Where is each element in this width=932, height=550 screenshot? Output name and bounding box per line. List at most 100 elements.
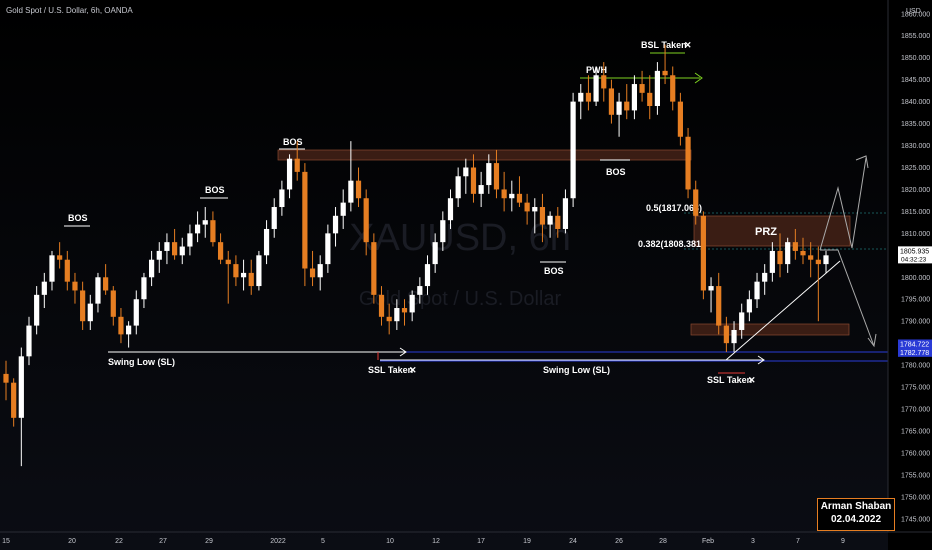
- y-tick-label: 1745.000: [901, 516, 930, 523]
- candle-body: [233, 264, 239, 278]
- candle-body: [11, 382, 17, 418]
- y-tick-label: 1800.000: [901, 275, 930, 282]
- candle-body: [286, 158, 293, 190]
- candle-body: [187, 233, 193, 247]
- y-tick-label: 1790.000: [901, 319, 930, 326]
- candle-body: [555, 215, 561, 229]
- candle-body: [624, 101, 630, 111]
- candle-body: [64, 259, 70, 282]
- candle-body: [309, 268, 316, 278]
- candle-body: [585, 92, 592, 102]
- candle-body: [271, 207, 277, 229]
- candle-body: [248, 272, 254, 287]
- candle-body: [601, 75, 607, 89]
- candle-body: [670, 75, 676, 102]
- candle-body: [57, 255, 63, 260]
- fib-05-label: 0.5(1817.063): [646, 203, 702, 213]
- candle-body: [440, 220, 446, 243]
- candle-body: [463, 167, 469, 177]
- candle-body: [792, 242, 798, 251]
- candle-body: [332, 215, 339, 234]
- projection-up-head: [855, 155, 869, 169]
- price-label: 1805.935: [900, 248, 929, 255]
- y-tick-label: 1820.000: [901, 187, 930, 194]
- candle-body: [708, 286, 714, 291]
- x-tick-label: 29: [205, 538, 213, 545]
- candle-body: [363, 198, 369, 243]
- candle-body: [103, 277, 109, 291]
- candle-body: [470, 167, 477, 194]
- x-tick-label: 15: [2, 538, 10, 545]
- candle-body: [133, 299, 139, 326]
- y-tick-label: 1830.000: [901, 143, 930, 150]
- candle-body: [777, 250, 783, 265]
- x-tick-label: 3: [751, 538, 755, 545]
- candle-body: [256, 255, 262, 287]
- candle-body: [386, 316, 392, 322]
- candle-body: [785, 242, 791, 265]
- x-tick-label: 10: [386, 538, 394, 545]
- candle-body: [823, 255, 829, 265]
- candle-body: [263, 228, 270, 256]
- y-tick-label: 1860.000: [901, 11, 930, 18]
- candle-body: [202, 220, 208, 225]
- candle-body: [677, 101, 683, 137]
- y-tick-label: 1775.000: [901, 385, 930, 392]
- candle-body: [149, 259, 155, 278]
- x-tick-label: 27: [159, 538, 167, 545]
- candle-body: [685, 136, 691, 190]
- candle-body: [478, 185, 484, 194]
- chart-title: Gold Spot / U.S. Dollar, 6h, OANDA: [6, 6, 133, 15]
- candle-body: [808, 255, 814, 260]
- candle-body: [739, 312, 745, 330]
- candles: [3, 44, 829, 467]
- candle-body: [210, 220, 216, 243]
- candle-body: [647, 92, 653, 107]
- candle-body: [49, 255, 55, 282]
- candle-body: [87, 303, 93, 322]
- y-tick-label: 1810.000: [901, 231, 930, 238]
- candle-body: [493, 163, 500, 190]
- candle-body: [693, 189, 699, 216]
- x-tick-label: 9: [841, 538, 845, 545]
- swing-low-label-1: Swing Low (SL): [108, 357, 175, 367]
- watermark-name: Gold Spot / U.S. Dollar: [359, 288, 562, 310]
- candle-body: [3, 373, 9, 383]
- x-tick-label: 28: [659, 538, 667, 545]
- bsl-cross: ✕: [684, 40, 692, 50]
- candle-body: [424, 264, 431, 287]
- prz-zone: [693, 215, 851, 247]
- candle-body: [501, 189, 507, 199]
- candle-body: [608, 88, 615, 115]
- price-label-bg: [898, 246, 932, 264]
- y-tick-label: 1855.000: [901, 33, 930, 40]
- bsl-label: BSL Taken: [641, 40, 687, 50]
- candle-body: [539, 207, 546, 225]
- candle-body: [654, 70, 661, 107]
- candle-body: [317, 264, 323, 278]
- projection-down: [820, 249, 875, 347]
- y-tick-label: 1825.000: [901, 165, 930, 172]
- candle-body: [355, 180, 362, 199]
- price-label: 1784.722: [900, 341, 929, 348]
- candle-body: [524, 202, 530, 212]
- candle-body: [754, 281, 760, 300]
- price-label-countdown: 04:32:23: [901, 256, 927, 263]
- candle-body: [325, 233, 331, 265]
- candle-body: [18, 356, 24, 418]
- signature-name: Arman Shaban: [820, 501, 892, 512]
- currency-label: USD: [906, 8, 921, 15]
- candle-body: [447, 198, 454, 221]
- candle-body: [240, 272, 247, 278]
- candle-body: [486, 163, 492, 186]
- pwh-arrow: [694, 72, 703, 84]
- candle-body: [394, 308, 400, 322]
- price-label-bg: [898, 339, 932, 349]
- candle-body: [662, 70, 668, 76]
- x-axis-ticks: 15 20 22 27 29 2022 5 10 12 17 19 24 26 28 Feb 3 7 9: [2, 538, 845, 545]
- candle-body: [348, 180, 354, 203]
- candle-body: [578, 92, 584, 102]
- x-tick-label: 7: [796, 538, 800, 545]
